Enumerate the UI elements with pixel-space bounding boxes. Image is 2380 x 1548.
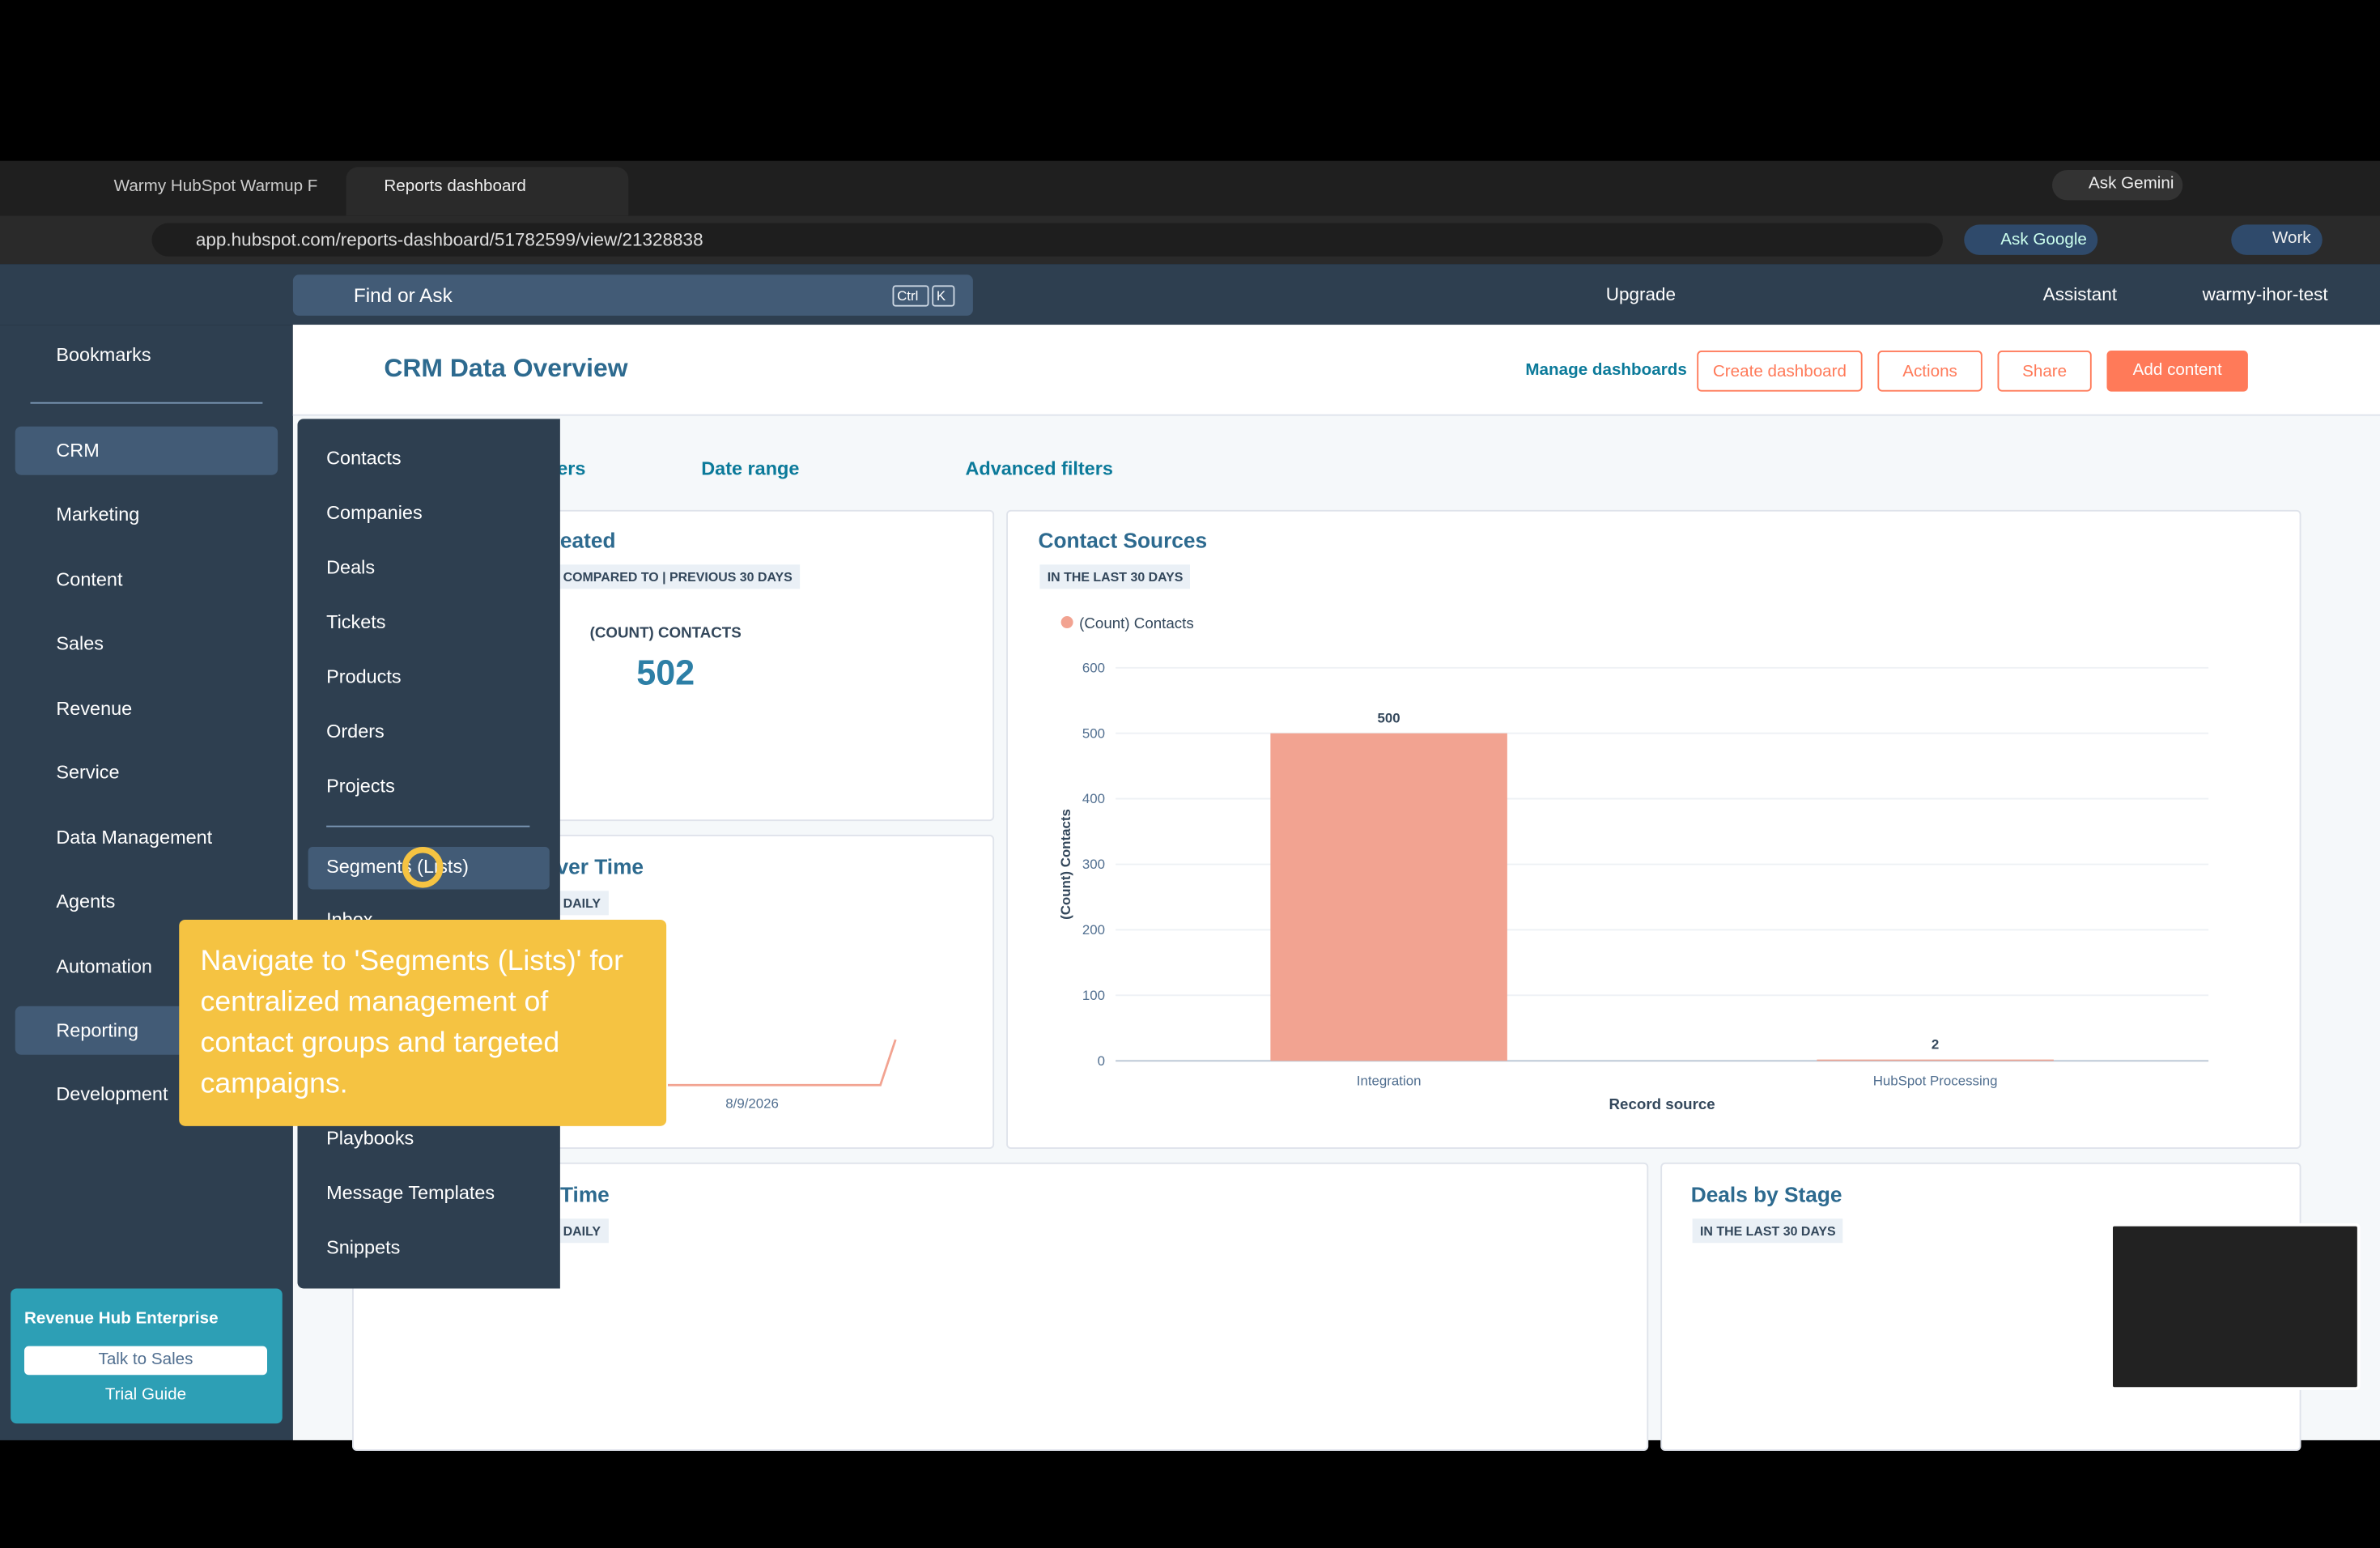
header-button[interactable]: Share — [1997, 351, 2092, 392]
crm-menu-item[interactable]: Projects — [326, 775, 395, 797]
value-label: 500 — [1378, 711, 1400, 726]
mini-x-label: 8/9/2026 — [725, 1095, 779, 1112]
shortcut-key: Ctrl — [892, 285, 929, 307]
sidebar-item[interactable]: Agents — [56, 891, 116, 912]
bar — [1270, 733, 1507, 1061]
y-tick-label: 300 — [1082, 857, 1105, 872]
tab[interactable]: Warmy HubSpot Warmup F — [113, 177, 318, 196]
y-tick-label: 100 — [1082, 988, 1105, 1003]
report-card — [352, 1162, 1649, 1452]
metric-label: (COUNT) CONTACTS — [589, 625, 742, 642]
promo-link[interactable]: Trial Guide — [104, 1385, 187, 1404]
bar-chart: (Count) Contacts 0 100 200 300 400 500 600 (Coun… — [1058, 615, 2209, 1112]
account[interactable]: warmy-ihor-test — [2202, 283, 2328, 305]
card-tag: IN THE LAST 30 DAYS — [1692, 1218, 1844, 1244]
sidebar-item[interactable]: Service — [56, 761, 120, 784]
cursor-highlight — [402, 846, 444, 888]
ask-gemini[interactable]: Ask Gemini — [2052, 169, 2183, 201]
y-tick-label: 0 — [1098, 1053, 1105, 1069]
legend-label: (Count) Contacts — [1079, 615, 1194, 632]
y-axis-label: (Count) Contacts — [1058, 809, 1073, 920]
sidebar-item[interactable]: Marketing — [56, 504, 140, 525]
mini-line-chart — [668, 1039, 897, 1087]
value-label: 2 — [1932, 1037, 1939, 1053]
profile[interactable]: Work — [2231, 224, 2323, 255]
shortcut-key: K — [932, 285, 955, 307]
add-content[interactable]: Add content — [2106, 351, 2248, 392]
crm-menu-item[interactable]: Contacts — [326, 447, 402, 470]
card-tag: COMPARED TO | PREVIOUS 30 DAYS — [555, 564, 801, 589]
sidebar-item[interactable]: Bookmarks — [56, 344, 151, 366]
sidebar-item[interactable]: Data Management — [56, 827, 213, 848]
x-axis-label: Record source — [1609, 1095, 1715, 1112]
x-tick-label: HubSpot Processing — [1873, 1073, 1998, 1088]
crm-menu-item[interactable]: Orders — [326, 721, 385, 742]
metric-value: 502 — [636, 653, 695, 692]
crm-menu-item[interactable]: Tickets — [326, 611, 386, 633]
legend-swatch — [1060, 616, 1073, 629]
bar — [1817, 1059, 2054, 1061]
crm-menu-item[interactable]: Message Templates — [326, 1182, 495, 1204]
x-tick-label: Integration — [1357, 1073, 1422, 1088]
chart-title[interactable]: Contact Sources — [1038, 528, 1208, 553]
crm-menu-item[interactable]: Snippets — [326, 1236, 401, 1258]
url[interactable]: app.hubspot.com/reports-dashboard/517825… — [151, 223, 1943, 257]
dashboard-title[interactable]: CRM Data Overview — [384, 353, 628, 383]
filter[interactable]: Advanced filters — [965, 458, 1113, 480]
ask-google[interactable]: Ask Google — [1964, 224, 2098, 255]
header-button[interactable]: Create dashboard — [1697, 351, 1863, 392]
search[interactable]: Find or Ask — [292, 274, 973, 316]
sidebar-item[interactable]: CRM — [15, 426, 278, 475]
filter[interactable]: Date range — [701, 458, 800, 480]
card-tag: DAILY — [555, 1218, 609, 1244]
report-card — [1006, 509, 2301, 1149]
sidebar-item[interactable]: Revenue — [56, 698, 133, 720]
card-tag: DAILY — [555, 891, 609, 916]
header-button[interactable]: Actions — [1877, 351, 1983, 392]
tab-active[interactable]: Reports dashboard — [346, 167, 629, 216]
sidebar-item[interactable]: Sales — [56, 632, 104, 654]
thumbnail — [2110, 1223, 2361, 1391]
sidebar-item[interactable]: Content — [56, 568, 123, 591]
menu-divider — [326, 825, 530, 827]
chart-subtitle: IN THE LAST 30 DAYS — [1039, 564, 1191, 589]
sidebar-item[interactable]: Development — [56, 1083, 168, 1105]
sidebar-item[interactable]: Automation — [56, 955, 152, 978]
divider — [30, 402, 263, 404]
crm-menu-item[interactable]: Companies — [326, 502, 423, 524]
sidebar — [0, 325, 293, 1440]
y-tick-label: 400 — [1082, 791, 1105, 806]
y-tick-label: 200 — [1082, 922, 1105, 938]
y-tick-label: 500 — [1082, 725, 1105, 741]
manage-dashboards[interactable]: Manage dashboards — [1525, 361, 1687, 380]
crm-menu-item[interactable]: Deals — [326, 556, 376, 579]
promo-button[interactable]: Talk to Sales — [24, 1346, 267, 1376]
crm-menu-item[interactable]: Playbooks — [326, 1127, 414, 1149]
crm-menu-item[interactable]: Products — [326, 666, 402, 688]
assistant[interactable]: Assistant — [2042, 283, 2118, 305]
upgrade[interactable]: Upgrade — [1605, 283, 1677, 305]
promo-title: Revenue Hub Enterprise — [24, 1309, 219, 1329]
y-tick-label: 600 — [1082, 660, 1105, 675]
tooltip: Navigate to 'Segments (Lists)' for centr… — [179, 919, 667, 1126]
card-title[interactable]: Deals by Stage — [1690, 1182, 1842, 1207]
